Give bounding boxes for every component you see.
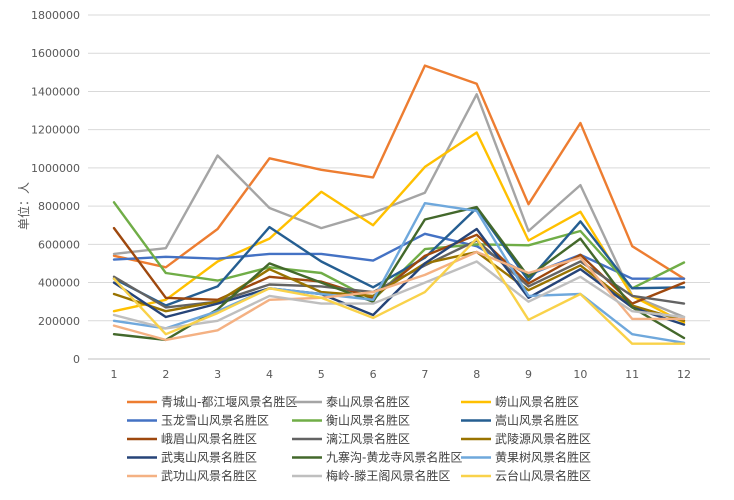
y-tick-label: 1000000 bbox=[31, 162, 80, 175]
series-line-7 bbox=[112, 226, 686, 305]
legend-label: 泰山风景名胜区 bbox=[326, 394, 410, 409]
legend-label: 崂山风景名胜区 bbox=[495, 394, 579, 409]
x-tick-label: 6 bbox=[370, 368, 377, 381]
series-line-6 bbox=[112, 206, 686, 307]
legend-label: 青城山-都江堰风景名胜区 bbox=[161, 394, 297, 409]
legend-label: 漓江风景名胜区 bbox=[326, 431, 410, 446]
legend-label: 玉龙雪山风景名胜区 bbox=[161, 413, 269, 428]
y-tick-label: 1400000 bbox=[31, 85, 80, 98]
x-tick-label: 3 bbox=[214, 368, 221, 381]
series-line-5 bbox=[112, 201, 686, 301]
legend-label: 衡山风景名胜区 bbox=[326, 413, 410, 428]
series-line-10 bbox=[112, 227, 686, 326]
y-axis-label: 单位：人 bbox=[16, 182, 31, 230]
watermark-text: 知乎 @海鳗云 bbox=[596, 461, 703, 481]
x-axis: 1 2 3 4 5 6 7 8 9 10 11 12 bbox=[111, 368, 692, 381]
x-tick-label: 8 bbox=[473, 368, 480, 381]
legend-label: 梅岭-滕王阁风景名胜区 bbox=[326, 468, 450, 483]
x-tick-label: 12 bbox=[677, 368, 691, 381]
series-line-2 bbox=[112, 93, 686, 319]
legend-label: 黄果树风景名胜区 bbox=[495, 450, 591, 465]
legend-label: 嵩山风景名胜区 bbox=[495, 413, 579, 428]
legend-label: 武功山风景名胜区 bbox=[161, 468, 257, 483]
y-tick-label: 400000 bbox=[38, 277, 80, 290]
y-tick-label: 1800000 bbox=[31, 9, 80, 22]
x-tick-label: 7 bbox=[421, 368, 428, 381]
y-tick-label: 0 bbox=[73, 353, 80, 366]
x-tick-label: 5 bbox=[318, 368, 325, 381]
series-line-3 bbox=[112, 131, 686, 324]
x-tick-label: 11 bbox=[625, 368, 639, 381]
y-tick-label: 1200000 bbox=[31, 124, 80, 137]
series-lines bbox=[112, 64, 686, 345]
series-line-4 bbox=[112, 232, 686, 280]
legend-label: 武陵源风景名胜区 bbox=[495, 431, 591, 446]
series-line-15 bbox=[112, 237, 686, 345]
y-axis: 0 200000 400000 600000 800000 1000000 1200000 1… bbox=[31, 9, 80, 366]
x-tick-label: 9 bbox=[525, 368, 532, 381]
y-tick-label: 600000 bbox=[38, 238, 80, 251]
legend-label: 九寨沟-黄龙寺风景名胜区 bbox=[326, 450, 462, 465]
watermark: 知乎 @海鳗云 bbox=[596, 461, 703, 481]
legend-label: 云台山风景名胜区 bbox=[495, 468, 591, 483]
series-line-13 bbox=[112, 250, 686, 342]
x-tick-label: 10 bbox=[573, 368, 587, 381]
series-line-9 bbox=[112, 250, 686, 322]
series-line-14 bbox=[112, 260, 686, 330]
y-tick-label: 1600000 bbox=[31, 47, 80, 60]
y-tick-label: 800000 bbox=[38, 200, 80, 213]
legend-label: 峨眉山风景名胜区 bbox=[161, 431, 257, 446]
x-tick-label: 2 bbox=[162, 368, 169, 381]
legend-label: 武夷山风景名胜区 bbox=[161, 450, 257, 465]
series-line-1 bbox=[112, 64, 686, 280]
x-tick-label: 1 bbox=[111, 368, 118, 381]
y-tick-label: 200000 bbox=[38, 315, 80, 328]
x-tick-label: 4 bbox=[266, 368, 273, 381]
